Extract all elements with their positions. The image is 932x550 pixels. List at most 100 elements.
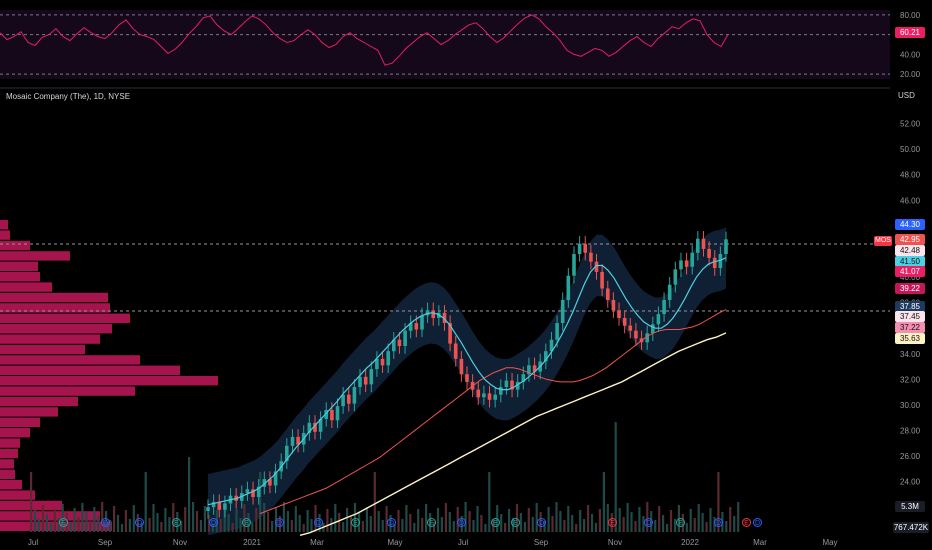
earnings-event-icon[interactable]: E <box>511 518 520 527</box>
volume-bar <box>286 511 289 532</box>
volume-bar <box>666 524 669 532</box>
ema-slow-line <box>299 332 727 536</box>
rsi-pane <box>0 10 890 79</box>
earnings-event-icon[interactable]: E <box>491 518 500 527</box>
volume-bar <box>662 515 665 532</box>
ema-fast-line <box>207 257 727 506</box>
rsi-background <box>0 10 890 79</box>
volume-bar <box>223 505 226 532</box>
earnings-event-icon[interactable]: E <box>742 518 751 527</box>
dividend-event-icon[interactable]: D <box>537 518 546 527</box>
candle-body <box>662 300 666 315</box>
dividend-event-icon[interactable]: D <box>314 518 323 527</box>
price-tag-6: 39.22 <box>895 283 925 294</box>
dividend-event-icon[interactable]: D <box>135 518 144 527</box>
volume-bar <box>622 517 625 532</box>
currency-label[interactable]: USD <box>898 91 915 100</box>
price-tag-ema-slow: 35.63 <box>895 333 925 344</box>
volume-bar <box>330 518 333 532</box>
volume-bar <box>172 503 175 532</box>
price-tag-ema-mid: 37.22 <box>895 322 925 333</box>
earnings-event-icon[interactable]: E <box>172 518 181 527</box>
candle-body <box>707 248 711 258</box>
candle-body <box>358 376 362 387</box>
candle-body <box>211 502 216 508</box>
earnings-event-icon[interactable]: E <box>59 518 68 527</box>
volume-bar <box>436 508 440 532</box>
volume-bar <box>373 472 376 532</box>
volume-bar <box>480 515 483 532</box>
volume-bar <box>397 510 400 532</box>
price-tag-8: 37.45 <box>895 311 925 322</box>
candle-body <box>307 422 312 433</box>
candle-body <box>324 410 328 419</box>
volume-bar <box>306 510 309 532</box>
symbol-tag: MOS <box>874 236 892 246</box>
volume-bar <box>567 506 570 532</box>
volume-bar <box>385 506 388 532</box>
volume-bar <box>361 521 364 532</box>
candle-body <box>459 358 464 375</box>
volume-bar <box>579 510 582 532</box>
volume-bar <box>729 507 732 532</box>
volume-bar <box>440 517 443 532</box>
volume-bar <box>452 521 455 532</box>
volume-bar <box>251 522 254 532</box>
earnings-event-icon[interactable]: E <box>427 518 436 527</box>
earnings-event-icon[interactable]: E <box>608 518 617 527</box>
ema-mid-line <box>259 309 727 515</box>
earnings-event-icon[interactable]: E <box>242 518 251 527</box>
candle-body <box>560 300 565 323</box>
dividend-event-icon[interactable]: D <box>275 518 284 527</box>
candle-body <box>251 489 255 497</box>
volume-profile-bar <box>0 365 180 375</box>
volume-profile-bar <box>0 448 18 459</box>
dividend-event-icon[interactable]: D <box>209 518 218 527</box>
volume-bar <box>282 502 285 532</box>
dividend-event-icon[interactable]: D <box>457 518 466 527</box>
volume-bar <box>405 505 408 532</box>
candle-body <box>206 507 210 511</box>
time-tick-label: Nov <box>608 538 622 547</box>
volume-bar <box>144 472 147 532</box>
time-tick-label: Sep <box>534 538 549 547</box>
volume-bar <box>575 524 578 532</box>
dividend-event-icon[interactable]: D <box>101 518 110 527</box>
candle-body <box>696 238 700 253</box>
volume-bar <box>614 422 617 532</box>
candle-body <box>268 479 272 486</box>
candle-body <box>262 479 267 487</box>
volume-bar <box>116 515 120 532</box>
volume-bar <box>602 472 605 532</box>
candle-body <box>673 269 678 285</box>
dividend-event-icon[interactable]: D <box>644 518 653 527</box>
volume-bar <box>101 502 104 532</box>
volume-bar <box>227 514 230 532</box>
candle-body <box>273 471 278 486</box>
candle-body <box>684 260 689 267</box>
candle-body <box>667 284 672 300</box>
dividend-event-icon[interactable]: D <box>753 518 762 527</box>
earnings-event-icon[interactable]: E <box>351 518 360 527</box>
candle-body <box>482 393 486 398</box>
earnings-event-icon[interactable]: E <box>676 518 685 527</box>
time-tick-label: 2021 <box>243 538 261 547</box>
volume-bar <box>235 509 238 532</box>
volume-bar <box>425 504 428 532</box>
volume-bar <box>508 509 511 532</box>
volume-bar <box>409 514 412 532</box>
volume-bar <box>49 523 52 532</box>
volume-bar <box>464 502 467 532</box>
volume-bar <box>421 518 424 532</box>
dividend-event-icon[interactable]: D <box>714 518 723 527</box>
volume-profile-bar <box>0 240 30 251</box>
volume-bar <box>737 502 740 532</box>
dividend-event-icon[interactable]: D <box>387 518 396 527</box>
volume-bar <box>587 505 590 532</box>
time-tick-label: May <box>822 538 837 547</box>
volume-bar <box>203 506 206 532</box>
candle-body <box>397 339 402 347</box>
chart-title: Mosaic Company (The), 1D, NYSE <box>6 92 131 101</box>
volume-bar <box>255 508 258 532</box>
